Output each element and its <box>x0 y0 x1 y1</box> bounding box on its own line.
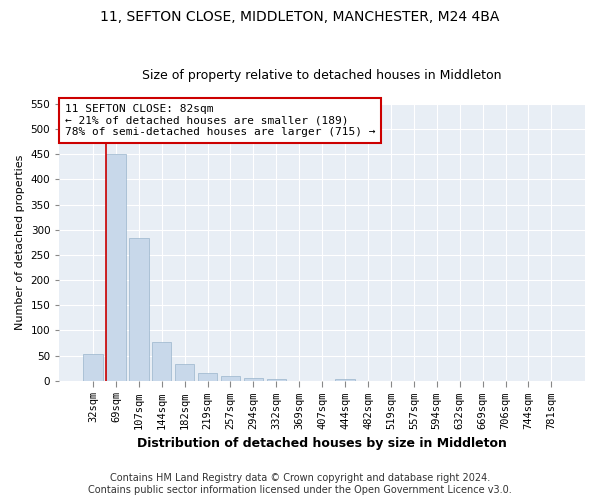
Bar <box>244 378 263 381</box>
Bar <box>106 154 125 381</box>
Bar <box>152 342 172 381</box>
Text: 11 SEFTON CLOSE: 82sqm
← 21% of detached houses are smaller (189)
78% of semi-de: 11 SEFTON CLOSE: 82sqm ← 21% of detached… <box>65 104 375 137</box>
Bar <box>129 238 149 381</box>
X-axis label: Distribution of detached houses by size in Middleton: Distribution of detached houses by size … <box>137 437 507 450</box>
Bar <box>175 364 194 381</box>
Text: Contains HM Land Registry data © Crown copyright and database right 2024.
Contai: Contains HM Land Registry data © Crown c… <box>88 474 512 495</box>
Bar <box>198 373 217 381</box>
Title: Size of property relative to detached houses in Middleton: Size of property relative to detached ho… <box>142 69 502 82</box>
Text: 11, SEFTON CLOSE, MIDDLETON, MANCHESTER, M24 4BA: 11, SEFTON CLOSE, MIDDLETON, MANCHESTER,… <box>100 10 500 24</box>
Bar <box>266 379 286 381</box>
Bar <box>221 376 240 381</box>
Bar <box>83 354 103 381</box>
Y-axis label: Number of detached properties: Number of detached properties <box>15 154 25 330</box>
Bar <box>335 378 355 381</box>
